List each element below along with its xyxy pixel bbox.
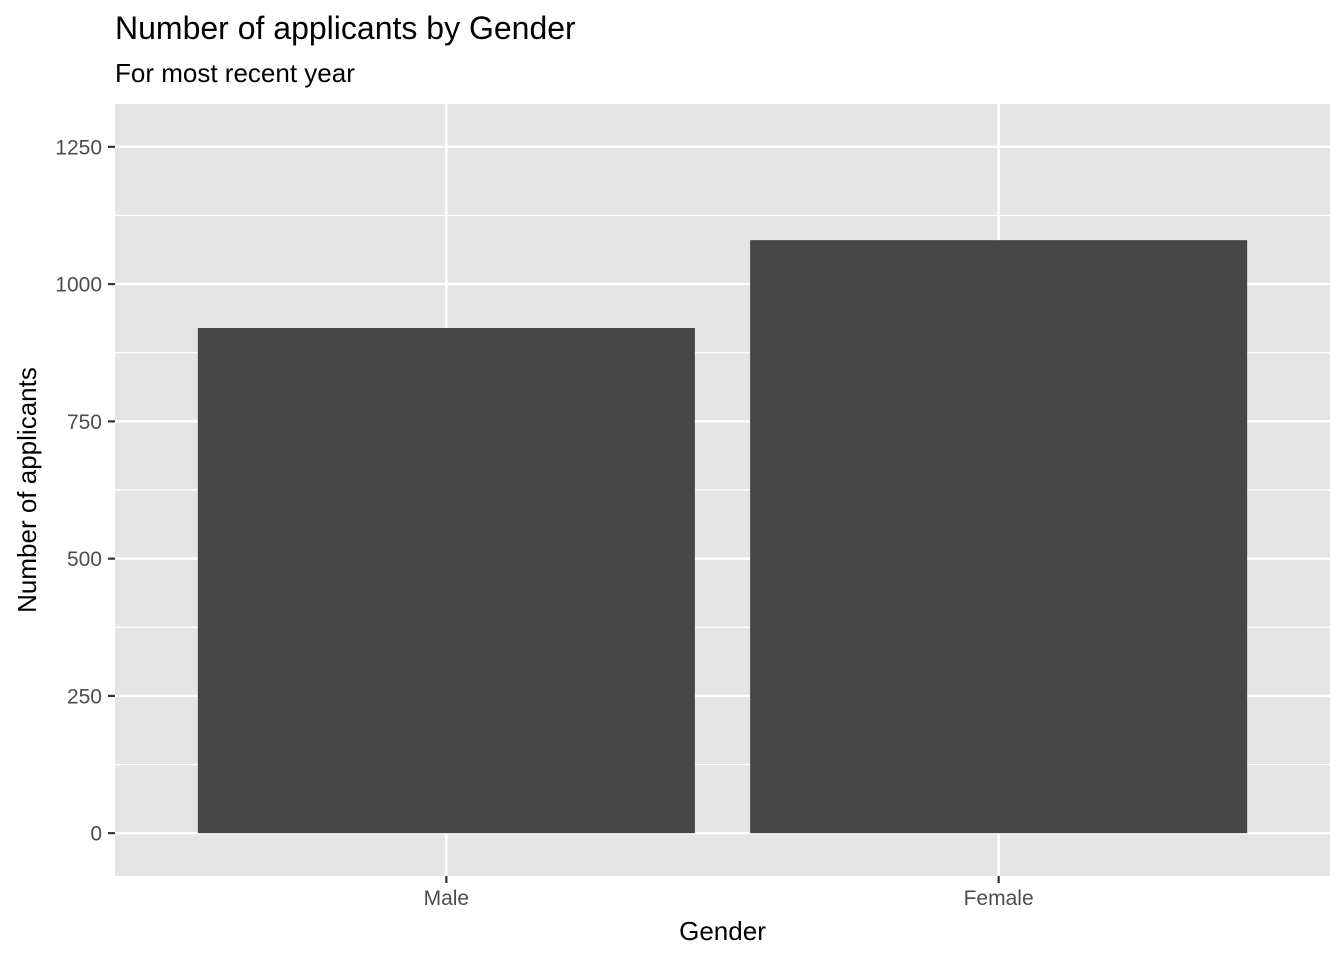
x-tick-label: Male — [424, 887, 470, 910]
y-tick-label: 750 — [67, 411, 102, 434]
chart-title: Number of applicants by Gender — [115, 10, 576, 46]
y-tick-label: 1000 — [55, 274, 102, 297]
y-tick-label: 250 — [67, 685, 102, 708]
bar-male — [197, 328, 695, 834]
y-axis: 0 250 500 750 1000 1250 — [55, 136, 115, 846]
y-tick-label: 1250 — [55, 136, 102, 159]
bar-female — [750, 240, 1248, 834]
x-axis: Male Female — [424, 876, 1034, 910]
bars — [197, 240, 1248, 834]
x-axis-title: Gender — [679, 916, 766, 946]
x-tick-label: Female — [964, 887, 1034, 910]
y-tick-label: 500 — [67, 548, 102, 571]
y-tick-label: 0 — [90, 823, 102, 846]
chart-subtitle: For most recent year — [115, 58, 355, 88]
y-axis-title: Number of applicants — [12, 367, 42, 613]
